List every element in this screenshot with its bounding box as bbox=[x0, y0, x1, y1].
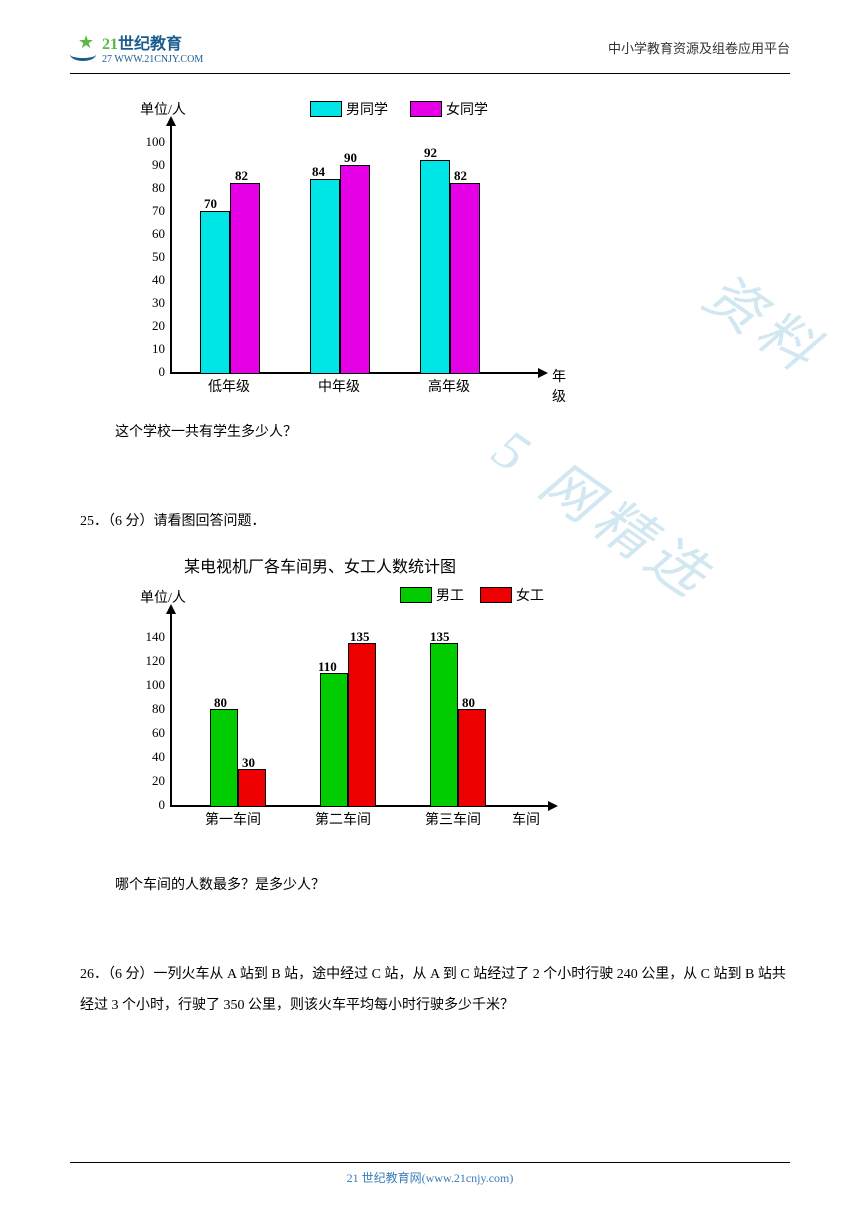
ytick: 100 bbox=[136, 134, 165, 150]
chart1-legend-1: 男同学 bbox=[310, 99, 388, 119]
cat-label: 中年级 bbox=[318, 376, 360, 396]
ytick: 50 bbox=[140, 249, 165, 265]
chart1-container: 单位/人 男同学 女同学 年级 0 10 20 30 40 bbox=[110, 104, 790, 404]
bar-label: 84 bbox=[312, 164, 325, 180]
chart1-y-label: 单位/人 bbox=[140, 99, 186, 119]
ytick: 30 bbox=[140, 295, 165, 311]
chart1-y-axis bbox=[170, 124, 172, 374]
cat-label2: 第三车间 bbox=[425, 809, 481, 829]
bar-low-male bbox=[200, 211, 230, 374]
cat-label: 低年级 bbox=[208, 376, 250, 396]
legend-box-male2 bbox=[400, 587, 432, 603]
ytick2: 0 bbox=[140, 797, 165, 813]
bar-label: 30 bbox=[242, 755, 255, 771]
chart2-x-arrow bbox=[548, 801, 558, 811]
ytick: 70 bbox=[140, 203, 165, 219]
bar-label: 80 bbox=[462, 695, 475, 711]
logo-icon: ★ bbox=[70, 35, 96, 61]
page-footer: 21 世纪教育网(www.21cnjy.com) bbox=[70, 1162, 790, 1186]
chart2-legend-1: 男工 bbox=[400, 585, 464, 605]
ytick: 90 bbox=[140, 157, 165, 173]
bar-label: 80 bbox=[214, 695, 227, 711]
bar-label: 90 bbox=[344, 150, 357, 166]
chart2-x-label: 车间 bbox=[512, 809, 540, 829]
bar-label: 82 bbox=[454, 168, 467, 184]
logo-text: 21世纪教育 27 WWW.21CNJY.COM bbox=[102, 30, 203, 65]
header-right-text: 中小学教育资源及组卷应用平台 bbox=[608, 38, 790, 57]
bar-mid-female bbox=[340, 165, 370, 374]
logo-21: 21 bbox=[102, 36, 118, 53]
chart2-title: 某电视机厂各车间男、女工人数统计图 bbox=[110, 553, 530, 577]
bar2-2-m bbox=[320, 673, 348, 807]
bar2-1-f bbox=[238, 769, 266, 807]
chart1-x-label: 年级 bbox=[552, 366, 566, 406]
bar-mid-male bbox=[310, 179, 340, 374]
bar-low-female bbox=[230, 183, 260, 374]
ytick2: 40 bbox=[140, 749, 165, 765]
chart1-x-arrow bbox=[538, 368, 548, 378]
cat-label2: 第二车间 bbox=[315, 809, 371, 829]
swoosh-icon bbox=[70, 48, 96, 61]
ytick: 60 bbox=[140, 226, 165, 242]
ytick: 0 bbox=[140, 364, 165, 380]
question-26: 26．（6 分）一列火车从 A 站到 B 站，途中经过 C 站，从 A 到 C … bbox=[80, 960, 790, 1022]
cat-label: 高年级 bbox=[428, 376, 470, 396]
cat-label2: 第一车间 bbox=[205, 809, 261, 829]
ytick: 80 bbox=[140, 180, 165, 196]
bar-label: 70 bbox=[204, 196, 217, 212]
ytick2: 80 bbox=[140, 701, 165, 717]
chart1: 单位/人 男同学 女同学 年级 0 10 20 30 40 bbox=[110, 104, 560, 404]
bar-label: 92 bbox=[424, 145, 437, 161]
bar-label: 82 bbox=[235, 168, 248, 184]
logo-main: 21世纪教育 bbox=[102, 30, 203, 54]
legend-label-male: 男同学 bbox=[346, 99, 388, 119]
q26-text: 26．（6 分）一列火车从 A 站到 B 站，途中经过 C 站，从 A 到 C … bbox=[80, 960, 790, 1022]
chart2-y-arrow bbox=[166, 604, 176, 614]
ytick2: 60 bbox=[140, 725, 165, 741]
bar2-2-f bbox=[348, 643, 376, 807]
bar-label: 110 bbox=[318, 659, 337, 675]
chart1-legend-2: 女同学 bbox=[410, 99, 488, 119]
q25-prefix: 25．（6 分）请看图回答问题． bbox=[80, 507, 790, 538]
question-25: 25．（6 分）请看图回答问题． bbox=[80, 507, 790, 538]
bar2-3-m bbox=[430, 643, 458, 807]
chart2-legend-2: 女工 bbox=[480, 585, 544, 605]
ytick: 20 bbox=[140, 318, 165, 334]
chart2-container: 单位/人 男工 女工 车间 0 20 40 60 80 bbox=[110, 587, 790, 857]
ytick: 10 bbox=[140, 341, 165, 357]
ytick: 40 bbox=[140, 272, 165, 288]
footer-text: 21 世纪教育网(www.21cnjy.com) bbox=[347, 1171, 514, 1185]
legend-label-female: 女同学 bbox=[446, 99, 488, 119]
legend-box-male bbox=[310, 101, 342, 117]
chart2-y-label: 单位/人 bbox=[140, 587, 186, 607]
chart2: 单位/人 男工 女工 车间 0 20 40 60 80 bbox=[110, 587, 560, 857]
legend-label-male2: 男工 bbox=[436, 585, 464, 605]
logo: ★ 21世纪教育 27 WWW.21CNJY.COM bbox=[70, 30, 203, 65]
q25-text: 哪个车间的人数最多？是多少人？ bbox=[115, 872, 790, 900]
ytick2: 140 bbox=[136, 629, 165, 645]
page-container: ★ 21世纪教育 27 WWW.21CNJY.COM 中小学教育资源及组卷应用平… bbox=[0, 0, 860, 1061]
ytick2: 20 bbox=[140, 773, 165, 789]
bar-high-male bbox=[420, 160, 450, 374]
legend-label-female2: 女工 bbox=[516, 585, 544, 605]
logo-url: 27 WWW.21CNJY.COM bbox=[102, 54, 203, 65]
chart1-y-arrow bbox=[166, 116, 176, 126]
bar-high-female bbox=[450, 183, 480, 374]
legend-box-female bbox=[410, 101, 442, 117]
bar2-1-m bbox=[210, 709, 238, 807]
chart2-y-axis bbox=[170, 612, 172, 807]
bar-label: 135 bbox=[350, 629, 370, 645]
q24-text: 这个学校一共有学生多少人？ bbox=[115, 419, 790, 447]
bar-label: 135 bbox=[430, 629, 450, 645]
ytick2: 120 bbox=[136, 653, 165, 669]
ytick2: 100 bbox=[136, 677, 165, 693]
bar2-3-f bbox=[458, 709, 486, 807]
legend-box-female2 bbox=[480, 587, 512, 603]
logo-rest: 世纪教育 bbox=[118, 36, 182, 53]
page-header: ★ 21世纪教育 27 WWW.21CNJY.COM 中小学教育资源及组卷应用平… bbox=[70, 30, 790, 74]
